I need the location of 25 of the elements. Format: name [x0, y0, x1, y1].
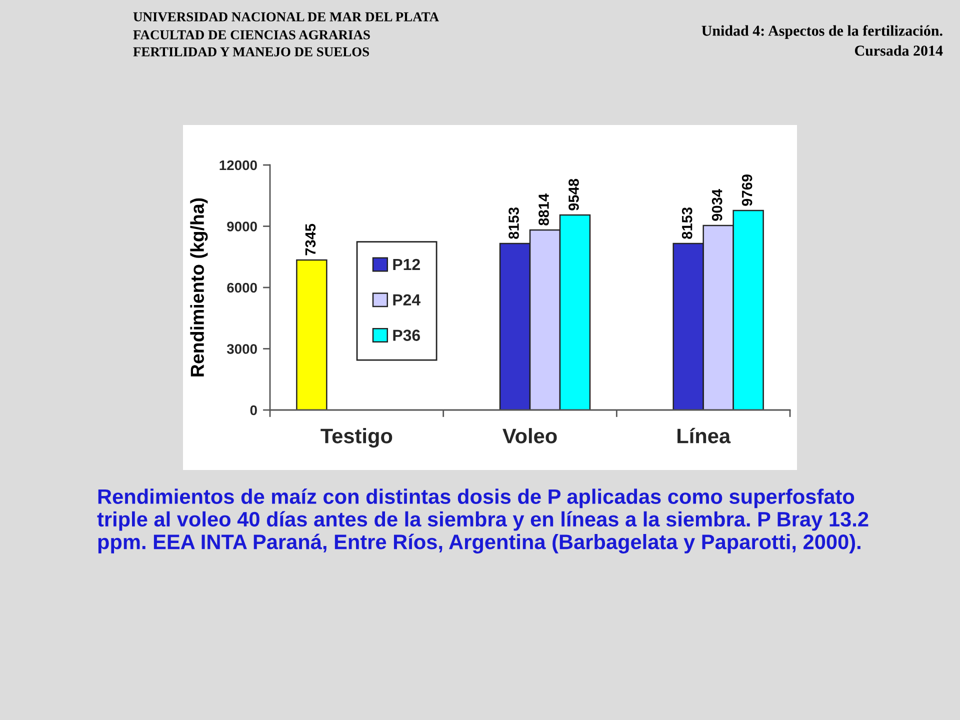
data-label: 9034 [712, 189, 722, 221]
text: UNIVERSIDAD NACIONAL DE MAR DEL PLATA [133, 12, 439, 22]
x-tick-label: Testigo [320, 428, 392, 448]
data-label: 9769 [742, 174, 752, 206]
text: Rendimientos de maíz con distintas dosis de P aplicadas como superfosfato triple al voleo 40 días antes de la siembra y en líneas a la siembra. P Bray 13.2 ppm. EEA INTA Paraná, Entre Ríos, Argentina (Barbagelata y Paparotti, 2000). [97, 488, 868, 554]
x-tick-label: Línea [678, 428, 731, 444]
data-label: 8153 [682, 207, 692, 239]
data-label: 8814 [538, 194, 549, 226]
text: FACULTAD DE CIENCIAS AGRARIAS [133, 30, 370, 40]
data-label: 9548 [568, 178, 579, 210]
y-tick-label: 6000 [227, 282, 257, 293]
legend-label: P36 [393, 330, 420, 341]
data-label: 7345 [305, 224, 316, 256]
y-axis-title: Rendimiento (kg/ha) [190, 198, 208, 376]
y-tick-label: 3000 [226, 344, 257, 354]
text: Cursada 2014 [854, 45, 943, 56]
legend-label: P24 [393, 294, 420, 306]
y-tick-label: 12000 [220, 160, 257, 170]
data-label: 8153 [508, 207, 519, 239]
y-tick-label: 0 [250, 405, 257, 416]
y-tick-label: 9000 [227, 222, 257, 232]
legend-label: P12 [393, 258, 420, 270]
text: FERTILIDAD Y MANEJO DE SUELOS [133, 47, 369, 56]
text: Unidad 4: Aspectos de la fertilización. [702, 25, 942, 39]
x-tick-label: Voleo [502, 428, 557, 444]
